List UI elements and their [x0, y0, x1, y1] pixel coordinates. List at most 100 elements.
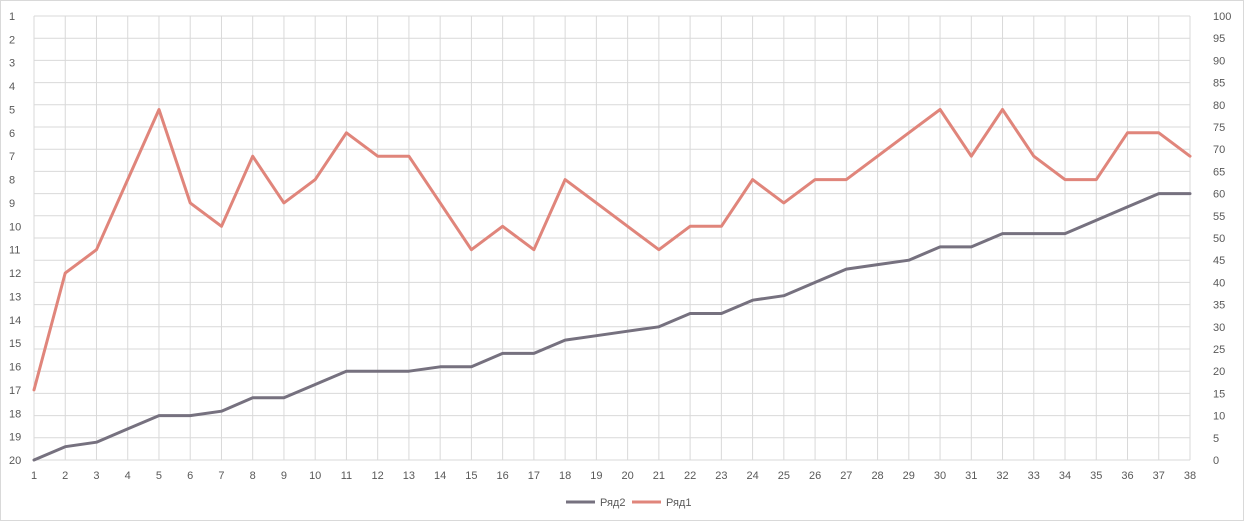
left-axis-tick-label: 18: [9, 408, 21, 420]
left-axis-tick-label: 9: [9, 198, 15, 210]
data-point: [220, 225, 222, 227]
data-point: [252, 397, 254, 399]
data-point: [1001, 108, 1003, 110]
x-axis-tick-label: 32: [996, 470, 1008, 482]
data-point: [189, 202, 191, 204]
data-point: [533, 248, 535, 250]
data-point: [1095, 178, 1097, 180]
x-axis-tick-label: 12: [372, 470, 384, 482]
data-point: [658, 248, 660, 250]
left-axis-tick-label: 14: [9, 315, 21, 327]
left-axis-tick-label: 20: [9, 455, 21, 467]
data-point: [314, 383, 316, 385]
data-point: [1158, 132, 1160, 134]
x-axis-tick-label: 24: [746, 470, 758, 482]
x-axis-tick-label: 18: [559, 470, 571, 482]
left-axis-tick-label: 7: [9, 151, 15, 163]
gridlines: [33, 15, 1191, 461]
x-axis-tick-label: 14: [434, 470, 446, 482]
right-axis-tick-label: 90: [1213, 55, 1225, 67]
x-axis-tick-label: 2: [62, 470, 68, 482]
left-axis-tick-label: 6: [9, 128, 15, 140]
left-axis-tick-label: 19: [9, 432, 21, 444]
data-point: [564, 339, 566, 341]
left-axis-tick-label: 17: [9, 385, 21, 397]
data-point: [1095, 219, 1097, 221]
x-axis-tick-label: 22: [684, 470, 696, 482]
x-axis-tick-label: 9: [281, 470, 287, 482]
data-point: [908, 259, 910, 261]
left-axis-tick-label: 15: [9, 338, 21, 350]
data-point: [158, 414, 160, 416]
right-axis-tick-label: 80: [1213, 100, 1225, 112]
x-axis-tick-label: 11: [341, 470, 352, 482]
data-point: [439, 366, 441, 368]
data-point: [814, 281, 816, 283]
x-axis-tick-label: 26: [809, 470, 821, 482]
data-point: [95, 248, 97, 250]
x-axis-tick-label: 36: [1121, 470, 1133, 482]
x-axis-tick-label: 21: [653, 470, 665, 482]
x-axis-tick-label: 23: [715, 470, 727, 482]
x-axis-tick-label: 5: [156, 470, 162, 482]
data-point: [470, 248, 472, 250]
series-line-Ряд2: [32, 192, 1192, 462]
data-point: [595, 202, 597, 204]
data-point: [1064, 232, 1066, 234]
x-axis-tick-label: 1: [31, 470, 37, 482]
right-axis-tick-label: 45: [1213, 255, 1225, 267]
data-point: [376, 370, 378, 372]
left-axis-tick-label: 8: [9, 175, 15, 187]
series-line-Ряд1: [32, 108, 1192, 392]
data-point: [189, 414, 191, 416]
x-axis-tick-label: 29: [903, 470, 915, 482]
right-axis-tick-label: 60: [1213, 189, 1225, 201]
left-axis-tick-label: 3: [9, 58, 15, 70]
right-axis-tick-label: 50: [1213, 233, 1225, 245]
right-axis-tick-label: 15: [1213, 388, 1225, 400]
right-axis-tick-label: 70: [1213, 144, 1225, 156]
x-axis-tick-label: 7: [218, 470, 224, 482]
data-point: [127, 428, 129, 430]
left-axis-tick-label: 4: [9, 81, 15, 93]
right-axis-tick-label: 0: [1213, 455, 1219, 467]
x-axis-tick-label: 38: [1184, 470, 1196, 482]
x-axis-tick-label: 16: [497, 470, 509, 482]
data-point: [970, 155, 972, 157]
left-axis-tick-label: 16: [9, 362, 21, 374]
data-point: [876, 263, 878, 265]
x-axis-tick-label: 10: [309, 470, 321, 482]
x-axis-tick-label: 28: [871, 470, 883, 482]
right-axis-tick-label: 5: [1213, 433, 1219, 445]
data-point: [64, 272, 66, 274]
left-axis-tick-label: 11: [9, 245, 20, 257]
right-axis-tick-label: 65: [1213, 166, 1225, 178]
data-point: [345, 132, 347, 134]
right-axis-tick-label: 95: [1213, 33, 1225, 45]
data-point: [751, 178, 753, 180]
x-axis-tick-label: 30: [934, 470, 946, 482]
data-point: [595, 334, 597, 336]
data-point: [376, 155, 378, 157]
data-point: [470, 366, 472, 368]
data-point: [533, 352, 535, 354]
data-point: [33, 459, 35, 461]
right-axis-tick-label: 100: [1213, 11, 1231, 23]
right-axis-tick-label: 40: [1213, 277, 1225, 289]
data-point: [1126, 206, 1128, 208]
data-point: [845, 178, 847, 180]
legend: Ряд2 Ряд1: [566, 497, 691, 509]
left-axis-tick-label: 5: [9, 104, 15, 116]
data-point: [626, 225, 628, 227]
data-point: [314, 178, 316, 180]
x-axis-tick-label: 37: [1153, 470, 1165, 482]
right-axis-tick-label: 55: [1213, 211, 1225, 223]
data-point: [345, 370, 347, 372]
data-point: [689, 312, 691, 314]
x-axis-tick-label: 34: [1059, 470, 1071, 482]
data-point: [408, 370, 410, 372]
data-point: [564, 178, 566, 180]
data-point: [1158, 192, 1160, 194]
